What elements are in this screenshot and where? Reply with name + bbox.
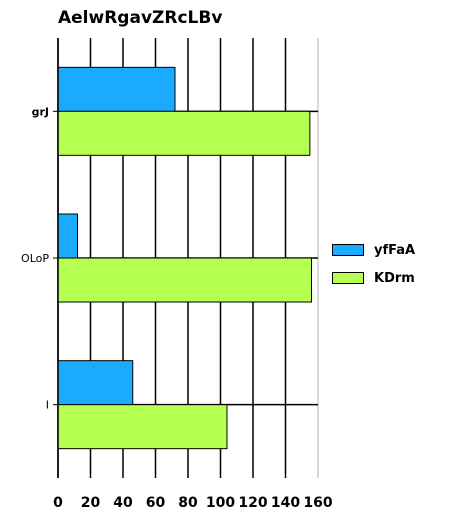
x-tick-label: 160 <box>303 495 332 511</box>
bar-yffaa-olop <box>57 213 78 259</box>
x-tick-label: 20 <box>81 495 101 511</box>
legend-swatch-yffaa <box>332 244 364 256</box>
x-tick-label: 100 <box>206 495 235 511</box>
x-tick-label: 0 <box>53 495 63 511</box>
bar-kdrm-grj <box>57 110 311 156</box>
chart-title: AelwRgavZRcLBv <box>58 8 223 28</box>
legend-item-kdrm: KDrm <box>332 268 415 288</box>
bar-kdrm-olop <box>57 257 312 303</box>
legend-item-yffaa: yfFaA <box>332 240 415 260</box>
y-tick-label: OLoP <box>21 252 49 265</box>
x-tick-label: 140 <box>271 495 300 511</box>
legend-swatch-kdrm <box>332 272 364 284</box>
bar-yffaa-grj <box>57 66 176 112</box>
x-tick-label: 60 <box>146 495 166 511</box>
bar-kdrm-i <box>57 404 228 450</box>
legend: yfFaA KDrm <box>332 240 415 296</box>
axis-layer <box>53 38 59 478</box>
y-tick-label: I <box>46 399 49 412</box>
bar-yffaa-i <box>57 360 134 406</box>
bars-layer <box>57 66 312 450</box>
labels-layer: 0 20 40 60 80 100 120 140 160 grJ OLoP I <box>21 105 333 511</box>
x-tick-label: 80 <box>178 495 198 511</box>
x-tick-label: 120 <box>238 495 267 511</box>
legend-label-yffaa: yfFaA <box>374 242 416 258</box>
x-tick-label: 40 <box>113 495 133 511</box>
y-tick-label: grJ <box>32 105 49 118</box>
legend-label-kdrm: KDrm <box>374 270 415 286</box>
